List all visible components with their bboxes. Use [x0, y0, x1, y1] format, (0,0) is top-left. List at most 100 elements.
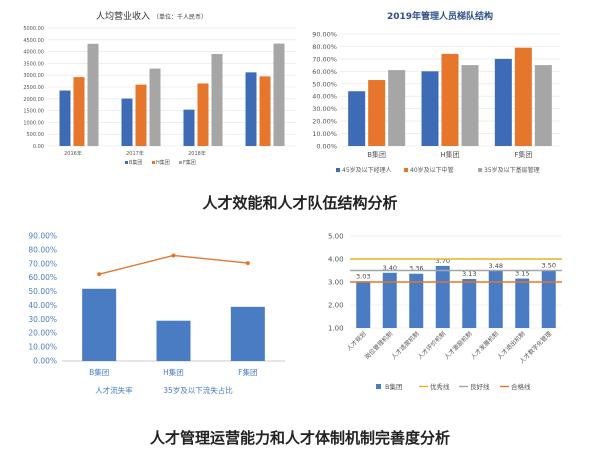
- line-point: [171, 253, 176, 258]
- y-tick-label: 20.00%: [28, 329, 57, 338]
- legend-label: 人才流失率: [95, 385, 133, 395]
- y-tick-label: 2.00: [328, 302, 344, 310]
- y-tick-label: 2000.00: [23, 97, 44, 103]
- y-tick-label: 60.00%: [28, 273, 57, 282]
- data-label: 3.40: [383, 264, 397, 272]
- y-tick-label: 90.00%: [28, 232, 57, 241]
- heading-top: 人才效能和人才队伍结构分析: [202, 194, 397, 212]
- bar: [348, 91, 366, 146]
- legend-swatch: [376, 384, 381, 389]
- bar: [488, 270, 503, 328]
- legend-label: B集团: [129, 159, 142, 166]
- bar: [197, 83, 209, 146]
- data-label: 3.48: [489, 262, 503, 270]
- legend-label: F集团: [183, 159, 196, 166]
- data-label: 3.70: [436, 257, 450, 265]
- chart-title: 2019年管理人员梯队结构: [387, 10, 493, 22]
- bar: [541, 270, 556, 328]
- bar: [421, 71, 439, 146]
- x-tick-label: H集团: [163, 367, 184, 377]
- y-tick-label: 4000.00: [23, 50, 44, 56]
- legend-label: B集团: [385, 382, 402, 391]
- bar: [183, 109, 195, 146]
- bar: [135, 84, 147, 146]
- y-tick-label: 80.00%: [28, 245, 57, 254]
- data-label: 3.15: [515, 270, 529, 278]
- legend-swatch: [152, 161, 155, 164]
- bar: [149, 68, 161, 146]
- bar: [441, 53, 459, 146]
- bar: [514, 47, 532, 146]
- legend-label: 40岁及以下中管: [410, 166, 454, 174]
- bar: [87, 43, 99, 147]
- bar: [462, 279, 477, 328]
- bar: [494, 58, 512, 147]
- y-tick-label: 2500.00: [23, 85, 44, 91]
- y-tick-label: 0.00%: [316, 143, 337, 151]
- chart-title: 人均营业收入 （单位：千人民币）: [96, 10, 207, 22]
- bar: [259, 76, 271, 146]
- bar: [273, 43, 285, 146]
- bar: [515, 278, 530, 328]
- x-tick-label: 2016年: [64, 150, 82, 157]
- legend-label: 良好线: [470, 382, 490, 391]
- bar: [73, 77, 85, 146]
- legend-swatch: [179, 161, 182, 164]
- y-tick-label: 80.00%: [312, 43, 337, 51]
- y-tick-label: 1.00: [328, 325, 344, 333]
- chart-subtitle: （单位：千人民币）: [153, 13, 207, 21]
- series-line: [98, 254, 248, 275]
- data-label: 3.50: [542, 262, 556, 270]
- legend-swatch: [125, 161, 128, 164]
- bar: [121, 98, 133, 146]
- x-tick-label: F集团: [514, 150, 532, 159]
- y-tick-label: 10.00%: [312, 130, 337, 138]
- legend-label: 45岁及以下经理人: [342, 166, 392, 174]
- x-tick-label: B集团: [89, 367, 109, 377]
- chart-revenue-per-capita: 人均营业收入 （单位：千人民币） 0.00 500.00 1000.00 1500.00 2…: [23, 10, 296, 166]
- bar: [409, 273, 424, 328]
- legend-label: 35岁及以下流失占比: [163, 385, 233, 395]
- x-tick-label: 2017年: [126, 150, 144, 157]
- legend-label: 合格线: [511, 382, 531, 391]
- y-tick-label: 70.00%: [312, 55, 337, 63]
- y-tick-label: 500.00: [27, 132, 45, 138]
- chart-manager-echelon: 2019年管理人员梯队结构 0.00% 10.00% 20.00% 30.00% 40.0…: [312, 10, 560, 174]
- y-tick-label: 90.00%: [312, 31, 337, 39]
- y-tick-label: 4500.00: [23, 38, 44, 44]
- bar: [245, 72, 257, 146]
- x-tick-label: B集团: [367, 150, 386, 159]
- bar: [382, 272, 397, 328]
- y-tick-label: 40.00%: [312, 93, 337, 101]
- x-tick-label: 人才规划: [345, 330, 368, 353]
- bar: [156, 320, 191, 361]
- line-point: [245, 261, 250, 266]
- bar: [461, 65, 479, 146]
- bar: [388, 70, 406, 146]
- chart-mechanism-scores: 1.002.003.004.005.003.03人才规划3.40岗位管理机制3.…: [328, 233, 562, 391]
- data-label: 3.13: [462, 270, 476, 278]
- bar: [211, 53, 223, 146]
- bar: [435, 265, 450, 328]
- legend-swatch: [336, 168, 340, 172]
- y-tick-label: 3.00: [328, 279, 344, 287]
- line-point: [97, 272, 102, 277]
- y-tick-label: 5.00: [328, 233, 344, 241]
- y-tick-label: 50.00%: [28, 287, 57, 296]
- y-tick-label: 70.00%: [28, 259, 57, 268]
- legend-swatch: [478, 168, 482, 172]
- y-tick-label: 30.00%: [312, 105, 337, 113]
- y-tick-label: 5000.00: [23, 26, 44, 32]
- bar: [82, 288, 117, 361]
- legend-label: H集团: [156, 159, 170, 166]
- legend-label: 优秀线: [430, 382, 450, 391]
- y-tick-label: 50.00%: [312, 80, 337, 88]
- chart-title-main: 人均营业收入: [96, 10, 150, 22]
- x-tick-label: H集团: [440, 150, 459, 159]
- y-tick-label: 10.00%: [28, 343, 57, 352]
- bar: [368, 80, 386, 146]
- y-tick-label: 20.00%: [312, 118, 337, 126]
- heading-bottom: 人才管理运营能力和人才体制机制完善度分析: [150, 429, 450, 447]
- y-tick-label: 3000.00: [23, 73, 44, 79]
